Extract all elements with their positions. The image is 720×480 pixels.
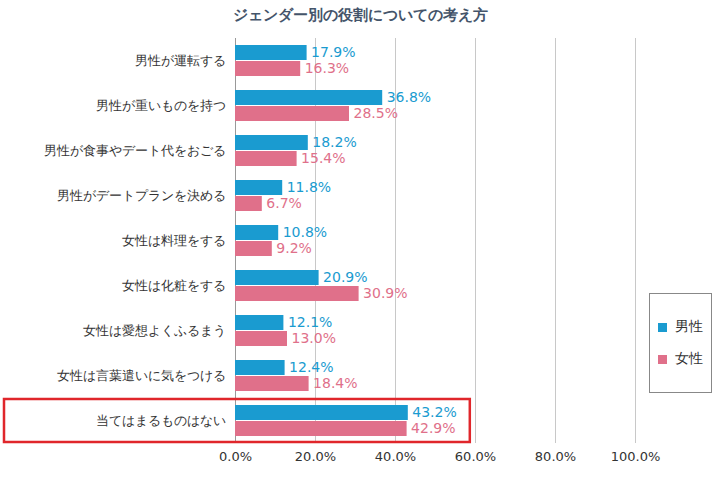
svg-text:18.2%: 18.2% — [312, 134, 356, 150]
svg-text:13.0%: 13.0% — [292, 330, 336, 346]
svg-text:男性が食事やデート代をおごる: 男性が食事やデート代をおごる — [44, 143, 226, 158]
svg-text:20.9%: 20.9% — [323, 269, 367, 285]
svg-text:12.1%: 12.1% — [288, 314, 332, 330]
svg-text:80.0%: 80.0% — [535, 449, 576, 464]
svg-text:100.0%: 100.0% — [611, 449, 661, 464]
svg-text:43.2%: 43.2% — [412, 404, 456, 420]
svg-text:女性は愛想よくふるまう: 女性は愛想よくふるまう — [83, 323, 226, 338]
svg-text:12.4%: 12.4% — [289, 359, 333, 375]
svg-text:40.0%: 40.0% — [375, 449, 416, 464]
svg-text:20.0%: 20.0% — [295, 449, 336, 464]
svg-text:男性が重いものを持つ: 男性が重いものを持つ — [96, 98, 226, 113]
svg-text:60.0%: 60.0% — [455, 449, 496, 464]
html-text:ジェンダー別の役割についての考え方: ジェンダー別の役割についての考え方 — [232, 6, 488, 24]
svg-text:28.5%: 28.5% — [354, 105, 398, 121]
html-text:男性: 男性 — [675, 318, 703, 334]
html-text:女性: 女性 — [675, 350, 703, 366]
svg-text:10.8%: 10.8% — [283, 224, 327, 240]
svg-text:9.2%: 9.2% — [276, 240, 312, 256]
svg-text:17.9%: 17.9% — [311, 44, 355, 60]
svg-text:女性は言葉遣いに気をつける: 女性は言葉遣いに気をつける — [57, 368, 226, 383]
svg-text:18.4%: 18.4% — [313, 375, 357, 391]
svg-text:11.8%: 11.8% — [287, 179, 331, 195]
svg-text:42.9%: 42.9% — [411, 420, 455, 436]
svg-text:男性がデートプランを決める: 男性がデートプランを決める — [57, 188, 226, 203]
svg-text:男性が運転する: 男性が運転する — [135, 53, 226, 68]
svg-text:当てはまるものはない: 当てはまるものはない — [96, 413, 226, 428]
svg-text:0.0%: 0.0% — [219, 449, 252, 464]
svg-text:6.7%: 6.7% — [266, 195, 302, 211]
svg-text:36.8%: 36.8% — [387, 89, 431, 105]
svg-text:16.3%: 16.3% — [305, 60, 349, 76]
svg-text:女性は化粧をする: 女性は化粧をする — [122, 278, 226, 293]
svg-text:15.4%: 15.4% — [301, 150, 345, 166]
svg-text:女性は料理をする: 女性は料理をする — [122, 233, 226, 248]
svg-text:30.9%: 30.9% — [363, 285, 407, 301]
